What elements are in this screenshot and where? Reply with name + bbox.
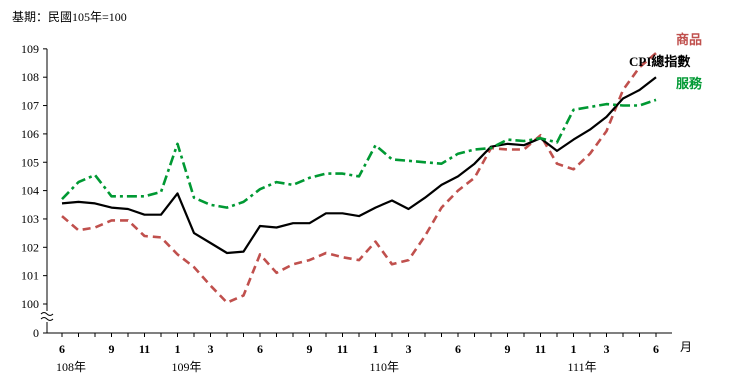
x-tick-label: 11 (139, 342, 150, 356)
axes (40, 48, 672, 337)
series-line-0 (61, 52, 657, 304)
y-tick-label: 101 (21, 269, 39, 283)
x-tick-label: 6 (455, 342, 461, 356)
year-labels: 108年 109年 110年 111年 (56, 360, 597, 374)
series-lines (61, 52, 657, 304)
y-tick-label: 107 (21, 99, 39, 113)
x-tick-label: 3 (208, 342, 214, 356)
y-tick-labels: 0 100 101 102 103 104 105 106 107 108 109 (21, 42, 39, 340)
x-tick-label: 6 (257, 342, 263, 356)
y-tick-label: 102 (21, 240, 39, 254)
y-tick-label: 100 (21, 297, 39, 311)
legend-item-0: 商品 (676, 32, 702, 47)
series-line-1 (61, 76, 657, 255)
x-tick-label: 3 (406, 342, 412, 356)
year-label: 109年 (172, 360, 202, 374)
y-tick-label: 103 (21, 212, 39, 226)
legend-item-2: 服務 (676, 76, 703, 91)
legend-item-1: CPI總指數 (629, 54, 690, 69)
year-label: 111年 (568, 360, 597, 374)
x-tick-labels: 6 9 11 1 3 6 9 11 1 3 6 9 11 1 3 6 月 (59, 340, 692, 356)
year-label: 110年 (370, 360, 400, 374)
x-unit-label: 月 (680, 340, 692, 354)
year-label: 108年 (56, 360, 86, 374)
x-tick-label: 3 (604, 342, 610, 356)
y-tick-label: 104 (21, 184, 39, 198)
x-tick-label: 9 (109, 342, 115, 356)
x-tick-label: 6 (653, 342, 659, 356)
x-tick-label: 6 (59, 342, 65, 356)
x-tick-label: 11 (535, 342, 546, 356)
series-line-2 (61, 98, 657, 209)
y-tick-label: 109 (21, 42, 39, 56)
base-period-note: 基期：民國105年=100 (12, 10, 127, 24)
x-tick-label: 1 (373, 342, 379, 356)
x-tick-label: 1 (175, 342, 181, 356)
x-tick-label: 11 (337, 342, 348, 356)
y-tick-label: 0 (33, 326, 39, 340)
y-tick-label: 108 (21, 70, 39, 84)
x-tick-label: 1 (571, 342, 577, 356)
axis-break-mark (40, 312, 54, 321)
y-tick-label: 106 (21, 127, 39, 141)
x-tick-label: 9 (307, 342, 313, 356)
y-tick-label: 105 (21, 155, 39, 169)
x-tick-label: 9 (505, 342, 511, 356)
